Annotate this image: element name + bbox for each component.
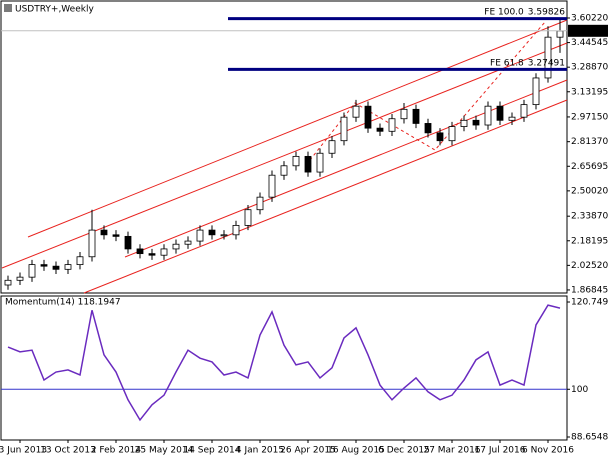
current-price-box	[568, 24, 608, 37]
y-tick-label: 2.65695	[571, 162, 608, 172]
candle-body	[340, 116, 348, 142]
x-tick-label: 6 Nov 2016	[522, 446, 574, 456]
candle-body	[124, 235, 132, 250]
candle-body	[208, 229, 216, 236]
candle-body	[76, 256, 84, 266]
candle-body	[352, 105, 360, 118]
candle-body	[400, 108, 408, 120]
candle-body	[448, 126, 456, 142]
candle-body	[136, 248, 144, 255]
y-tick-label: 3.13195	[571, 87, 608, 97]
current-price-label: 3.52056	[571, 26, 608, 36]
candle-body	[64, 264, 72, 270]
price-panel	[0, 0, 568, 294]
candle-body	[172, 243, 180, 250]
candle-body	[376, 127, 384, 132]
y-tick-label: 3.28870	[571, 63, 608, 73]
candle-body	[472, 119, 480, 126]
y-tick-label: 2.02520	[571, 261, 608, 271]
candle-body	[292, 155, 300, 167]
y-tick-label: 3.44545	[571, 38, 608, 48]
candle-body	[364, 105, 372, 129]
candle-body	[88, 229, 96, 258]
x-tick-label: 13 Oct 2013	[40, 446, 96, 456]
candle-body	[16, 276, 24, 281]
chart-title: USDTRY+,Weekly	[15, 5, 94, 15]
x-tick-label: 25 May 2014	[135, 446, 194, 456]
y-tick-label: 100	[571, 385, 588, 395]
fe-label: FE 61.8 3.27491	[490, 58, 565, 68]
candle-body	[40, 264, 48, 267]
candle-body	[256, 196, 264, 211]
x-tick-label: 6 Dec 2015	[378, 446, 430, 456]
candle-body	[520, 104, 528, 118]
fe-value: 3.27491	[528, 58, 565, 68]
momentum-line	[7, 304, 561, 422]
candle-body	[148, 253, 156, 256]
x-tick-label: 4 Jan 2015	[236, 446, 284, 456]
channel-line	[1, 42, 568, 269]
candle-body	[328, 140, 336, 154]
candle-body	[460, 119, 468, 127]
fe-name: FE 100.0	[484, 7, 524, 17]
y-tick-label: 2.81370	[571, 137, 608, 147]
symbol-icon	[4, 4, 12, 12]
momentum-panel	[0, 295, 568, 441]
indicator-title: Momentum(14) 118.1947	[5, 298, 121, 308]
x-tick-label: 16 Aug 2015	[327, 446, 385, 456]
candle-body	[532, 77, 540, 106]
candle-body	[4, 279, 12, 286]
candle-body	[496, 105, 504, 121]
candle-body	[52, 265, 60, 270]
x-tick-label: 17 Jul 2016	[475, 446, 526, 456]
y-tick-label: 120.7497	[571, 298, 609, 308]
candle-body	[196, 229, 204, 242]
candle-body	[28, 264, 36, 278]
fibo-path	[309, 21, 546, 161]
candle-body	[100, 229, 108, 236]
y-tick-label: 3.60220	[571, 14, 608, 24]
candle-body	[244, 209, 252, 226]
candle-body	[268, 174, 276, 198]
channel-line	[124, 79, 568, 258]
candle-body	[160, 248, 168, 256]
candle-body	[436, 132, 444, 142]
candle-body	[112, 234, 120, 237]
x-tick-label: 2 Feb 2014	[91, 446, 142, 456]
x-tick-label: 27 Mar 2016	[423, 446, 480, 456]
trend-channel	[1, 19, 568, 294]
fe-value: 3.59826	[528, 7, 565, 17]
candle-body	[316, 152, 324, 173]
y-tick-label: 2.33870	[571, 212, 608, 222]
y-tick-label: 2.50020	[571, 186, 608, 196]
candle-body	[424, 123, 432, 134]
candle-body	[388, 118, 396, 132]
channel-line	[83, 99, 568, 294]
candle-body	[508, 116, 516, 121]
y-tick-label: 88.6548	[571, 432, 608, 442]
y-tick-label: 1.86845	[571, 285, 608, 295]
candle-body	[232, 224, 240, 236]
channel-line	[27, 19, 568, 238]
x-tick-label: 23 Jun 2013	[0, 446, 47, 456]
candle-body	[280, 165, 288, 176]
candle-body	[544, 36, 552, 79]
candle-body	[220, 234, 228, 237]
x-tick-label: 26 Apr 2015	[280, 446, 336, 456]
fe-name: FE 61.8	[490, 58, 524, 68]
fe-label: FE 100.0 3.59826	[484, 7, 565, 17]
x-tick-label: 14 Sep 2014	[183, 446, 240, 456]
candle-body	[484, 105, 492, 126]
candle-body	[556, 30, 564, 38]
y-tick-label: 2.97150	[571, 112, 608, 122]
y-tick-label: 2.18195	[571, 236, 608, 246]
candle-body	[184, 240, 192, 245]
candle-body	[304, 155, 312, 173]
candle-body	[412, 108, 420, 124]
